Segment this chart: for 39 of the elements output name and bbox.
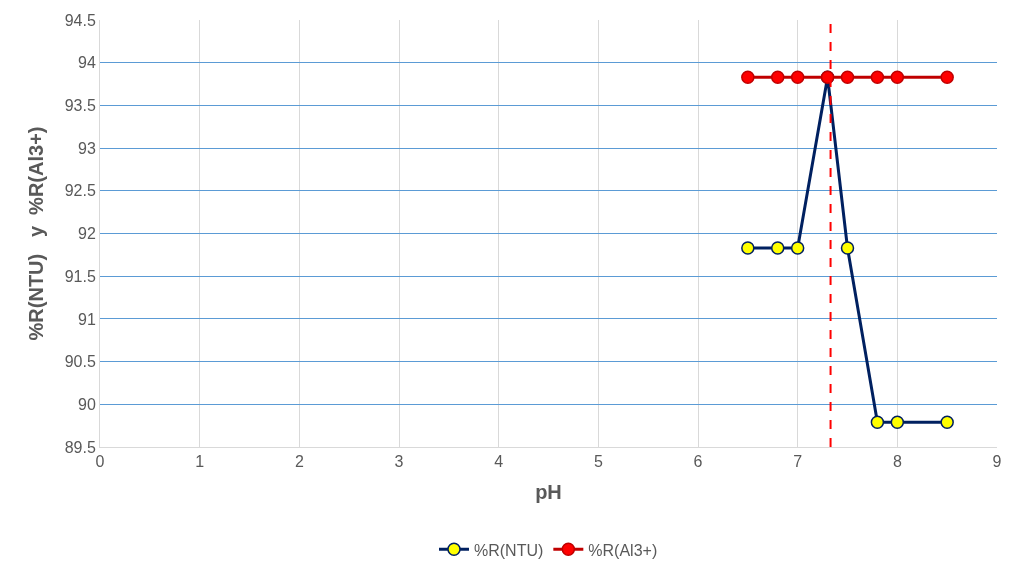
x-axis-title: pH [535,480,562,503]
point [741,241,755,255]
point [890,70,905,84]
y-tick-label: 91 [78,310,96,328]
point [840,70,855,84]
x-tick-label: 1 [195,453,205,471]
y-tick-label: 94 [78,54,96,72]
point [790,241,805,255]
y-tick-label: 93.5 [64,97,96,114]
point [870,70,885,84]
legend-label: %R(Al3+) [588,541,658,559]
point [870,415,885,429]
y-tick-label: 94.5 [64,11,96,29]
point [790,70,805,84]
y-tick-label: 92.5 [64,182,96,200]
point [940,415,954,429]
x-tick-label: 7 [793,453,803,471]
point [940,70,954,84]
x-tick-label: 2 [294,453,304,471]
x-tick-label: 9 [992,453,1002,471]
y-tick-label: 89.5 [64,438,96,456]
x-tick-label: 8 [892,453,902,471]
y-tick-label: 92 [78,225,96,243]
point [770,241,785,255]
x-tick-label: 5 [593,453,603,471]
point [770,70,785,84]
y-tick-label: 91.5 [64,267,96,285]
legend-label: %R(NTU) [474,541,544,559]
x-tick-label: 3 [394,453,404,471]
point [741,70,755,84]
y-axis-title: %R(NTU) y %R(Al3+) [25,126,48,341]
x-tick-label: 4 [494,453,504,471]
x-tick-label: 0 [95,453,105,471]
x-tick-label: 6 [693,453,703,471]
point [890,415,905,429]
y-tick-label: 90 [78,395,96,413]
y-tick-label: 90.5 [64,353,96,371]
y-tick-label: 93 [78,139,96,157]
point [840,241,855,255]
